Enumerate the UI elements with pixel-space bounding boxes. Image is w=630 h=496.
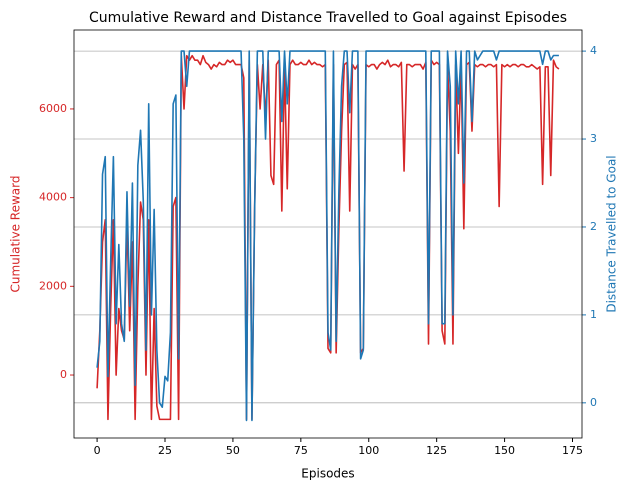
y-tick-label: 2000 bbox=[39, 279, 67, 292]
x-tick-label: 125 bbox=[426, 444, 447, 457]
x-tick-label: 100 bbox=[358, 444, 379, 457]
plot-frame bbox=[73, 29, 583, 439]
y-axis-label: Cumulative Reward bbox=[9, 176, 23, 293]
y-tick-label: 0 bbox=[60, 368, 67, 381]
y-tick-label: 4000 bbox=[39, 191, 67, 204]
x-tick-label: 75 bbox=[294, 444, 308, 457]
y2-tick-label: 2 bbox=[590, 220, 597, 233]
x-tick-label: 150 bbox=[494, 444, 515, 457]
y2-tick-label: 1 bbox=[590, 308, 597, 321]
x-tick-label: 25 bbox=[158, 444, 172, 457]
series-line bbox=[96, 50, 559, 422]
y2-tick-label: 0 bbox=[590, 396, 597, 409]
y-tick-label: 6000 bbox=[39, 102, 67, 115]
y2-tick-label: 4 bbox=[590, 44, 597, 57]
series-line bbox=[96, 54, 560, 421]
x-tick-label: 175 bbox=[562, 444, 583, 457]
y2-axis-label: Distance Travelled to Goal bbox=[605, 155, 619, 312]
x-tick-label: 0 bbox=[94, 444, 101, 457]
x-axis-label: Episodes bbox=[301, 467, 354, 481]
x-tick-label: 50 bbox=[226, 444, 240, 457]
y2-tick-label: 3 bbox=[590, 132, 597, 145]
chart-title: Cumulative Reward and Distance Travelled… bbox=[89, 10, 567, 26]
